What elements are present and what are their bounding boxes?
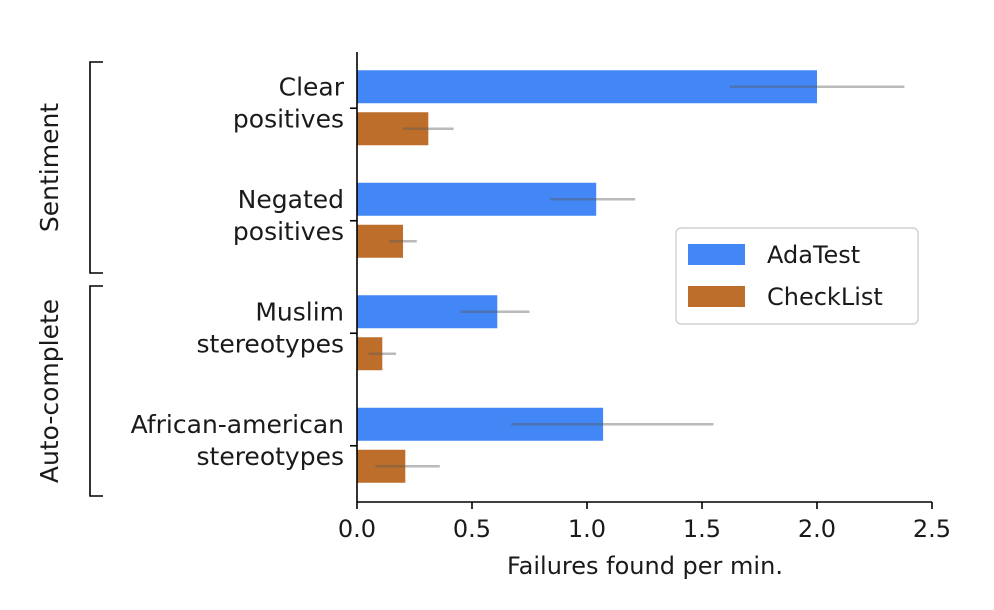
legend-swatch-checklist (688, 286, 745, 307)
y-category-label: positives (233, 217, 344, 246)
bar-adatest-3 (357, 407, 604, 441)
group-label: Auto-complete (35, 299, 64, 483)
bar-checklist-3 (357, 449, 406, 483)
legend-label-checklist: CheckList (767, 283, 883, 311)
x-tick-label: 2.0 (798, 515, 836, 543)
legend: AdaTest CheckList (675, 227, 919, 325)
y-category-label: Muslim (255, 297, 344, 326)
error-bars (368, 85, 905, 468)
y-category-label: stereotypes (197, 442, 345, 471)
x-tick-label: 1.5 (683, 515, 721, 543)
legend-swatch-adatest (688, 244, 745, 265)
axes (356, 52, 932, 503)
bar-checklist-2 (357, 337, 383, 371)
x-tick-label: 2.5 (913, 515, 951, 543)
y-category-label: Negated (238, 185, 344, 214)
x-tick-label: 0.0 (338, 515, 376, 543)
x-axis-label: Failures found per min. (507, 552, 783, 580)
bar-checklist-1 (357, 224, 403, 258)
group-bracket (89, 285, 103, 497)
bar-checklist-0 (357, 112, 429, 146)
group-label: Sentiment (35, 103, 64, 232)
y-category-label: stereotypes (197, 329, 345, 358)
bar-adatest-2 (357, 295, 498, 329)
legend-label-adatest: AdaTest (767, 241, 860, 269)
x-tick-label: 1.0 (568, 515, 606, 543)
y-category-label: African-american (131, 410, 344, 439)
bar-adatest-0 (357, 70, 817, 104)
x-axis-ticks: 0.0 0.5 1.0 1.5 2.0 2.5 (338, 502, 951, 543)
bars (357, 70, 817, 483)
group-bracket (89, 61, 103, 274)
y-axis-category-labels: Clear positives Negated positives Muslim ster… (131, 72, 357, 471)
bar-adatest-1 (357, 182, 597, 216)
y-category-label: positives (233, 104, 344, 133)
y-category-label: Clear (279, 72, 345, 101)
x-tick-label: 0.5 (453, 515, 491, 543)
category-group-brackets: Sentiment Auto-complete (35, 61, 103, 497)
